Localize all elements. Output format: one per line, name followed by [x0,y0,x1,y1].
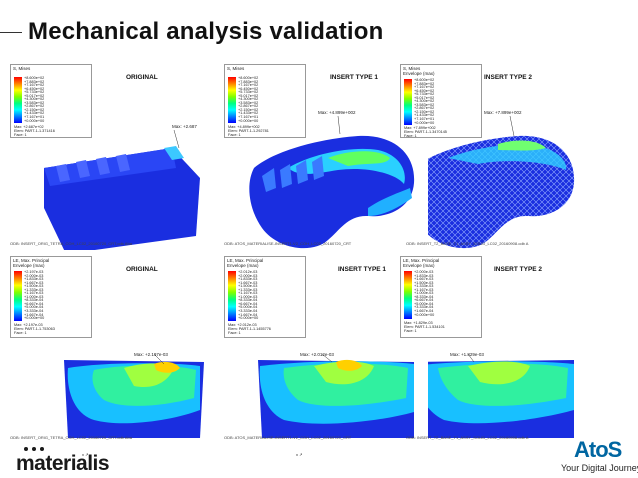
legend-footer: Max: +2.197e-03 Elem: PART-1-1.753063 Face… [14,323,55,336]
max-marker: Max: +7.899e+002 [484,110,522,115]
color-bar [404,271,412,319]
legend-footer: Max: +4.899e+002 Elem: PART-1-1.292781 Fac… [228,125,269,138]
title-rule [0,32,22,33]
legend-title: S, Mises [13,66,31,71]
fem-model-render [64,353,204,438]
fem-panel-insert2-mises: S, Mises Envelope (max) +8.600e+02 +7.883e… [400,58,636,250]
fem-panel-insert1-strain: LE, Max. Principal Envelope (max) +2.012e… [218,250,426,442]
panel-label: INSERT TYPE 2 [494,266,543,273]
legend-title: LE, Max. Principal Envelope (max) [227,258,264,268]
legend-values: +2.197e-03 +2.000e-03 +1.833e-03 +1.667e-03… [24,270,45,321]
max-marker: Max: +4.899e+002 [318,110,356,115]
fem-model-render [428,353,574,438]
color-bar [404,79,412,125]
fem-model-render [44,129,200,250]
materialise-logo-mark [24,447,44,451]
legend-title: LE, Max. Principal Envelope (max) [403,258,440,268]
panel-label: INSERT TYPE 1 [330,74,379,81]
axis-triad: x ↗ [82,452,89,457]
axis-triad: x ↗ [296,452,303,457]
max-marker: Max: +1.829e-03 [450,352,484,357]
legend-footer: Max: +1.829e-03 Elem: PART-1-1.534101 Face… [404,321,445,334]
fem-model-render [428,115,575,249]
odb-caption: ODB: INSERT_T2_BASE_T1_ASSY_SOLID_LC02_2… [406,241,529,246]
slide-title: Mechanical analysis validation [28,18,384,45]
odb-caption: ODB: ATOS_MATERIALISE-INSERT1-V2_COH_LC0… [224,241,352,246]
odb-caption: ODB: INSERT_ORIG_TETRA_COH_LC02_20160720… [10,241,132,246]
color-bar [228,77,236,123]
odb-caption: ODB: INSERT_T2_BASE_T1_ASSY_SOLID_LC02_2… [406,435,529,440]
legend-values: +2.000e-03 +1.833e-03 +1.667e-03 +1.500e-03… [414,270,435,317]
panel-label: INSERT TYPE 1 [338,266,387,273]
atos-tagline: Your Digital Journey [561,463,638,473]
max-marker: Max: +2.197e-03 [134,352,168,357]
legend-title: LE, Max. Principal Envelope (max) [13,258,50,268]
panel-label: ORIGINAL [126,74,158,81]
legend-footer: Max: +7.899e+002 Elem: PART-1-1.3470145 Fa… [404,126,447,139]
panel-label: ORIGINAL [126,266,158,273]
fem-panel-insert1-mises: S, Mises +8.600e+02 +7.883e+02 +7.167e+02 +… [218,58,426,250]
color-bar [228,271,236,321]
color-bar [14,77,22,123]
contour-legend: S, Mises Envelope (max) +8.600e+02 +7.883e… [400,64,482,138]
legend-values: +8.600e+02 +7.883e+02 +7.167e+02 +6.450e+02… [414,78,435,125]
contour-legend: LE, Max. Principal Envelope (max) +2.012e… [224,256,306,338]
atos-logo: AtoS [574,437,622,462]
legend-values: +8.600e+02 +7.883e+02 +7.167e+02 +6.450e+02… [24,76,45,123]
fem-panel-original-strain: LE, Max. Principal Envelope (max) +2.197e… [4,250,212,442]
materialise-logo: materialis [16,452,110,475]
contour-legend: S, Mises +8.600e+02 +7.883e+02 +7.167e+02 +… [224,64,306,138]
legend-footer: Max: +2.687e+02 Elem: PART-1-1.371416 Face… [14,125,55,138]
odb-caption: ODB: INSERT_ORIG_TETRA_COH_LC02_20160720… [10,435,132,440]
legend-values: +8.600e+02 +7.883e+02 +7.167e+02 +6.450e+02… [238,76,259,123]
fem-model-render [249,115,415,249]
legend-footer: Max: +2.012e-03 Elem: PART-1-1.1455776 Fac… [228,323,271,336]
fem-model-render [258,353,414,438]
fem-panel-original-mises: S, Mises +8.600e+02 +7.883e+02 +7.167e+02 +… [4,58,212,250]
legend-title: S, Mises [227,66,245,71]
color-bar [14,271,22,321]
contour-legend: S, Mises +8.600e+02 +7.883e+02 +7.167e+02 +… [10,64,92,138]
contour-legend: LE, Max. Principal Envelope (max) +2.197e… [10,256,92,338]
fem-panel-insert2-strain: LE, Max. Principal Envelope (max) +2.000e… [400,250,636,442]
panel-label: INSERT TYPE 2 [484,74,533,81]
max-marker: Max: +2.012e-03 [300,352,334,357]
contour-legend: LE, Max. Principal Envelope (max) +2.000e… [400,256,482,338]
legend-title: S, Mises Envelope (max) [403,66,435,76]
max-marker: Max: +2.687 [172,124,197,129]
legend-values: +2.012e-03 +2.000e-03 +1.833e-03 +1.667e-03… [238,270,259,321]
odb-caption: ODB: ATOS_MATERIALISE-INSERT1-V2_COH_LC0… [224,435,352,440]
